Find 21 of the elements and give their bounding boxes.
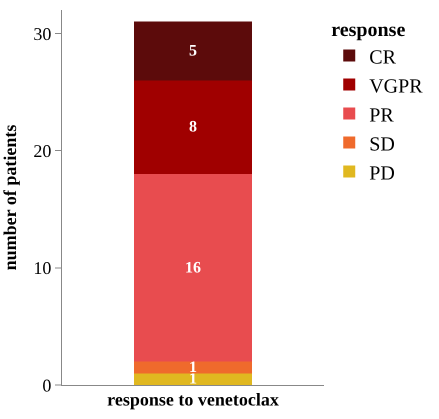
bar xyxy=(134,362,252,374)
data-label: 1 xyxy=(189,370,197,388)
x-axis-title: response to venetoclax xyxy=(107,390,279,410)
data-label: 8 xyxy=(189,118,197,136)
legend-label: SD xyxy=(369,133,395,156)
data-label: 5 xyxy=(189,42,197,60)
legend-label: PR xyxy=(369,104,394,126)
y-tick-label: 10 xyxy=(33,258,52,278)
legend-title: response xyxy=(331,19,406,41)
legend-label: CR xyxy=(369,46,397,68)
y-axis-title: number of patients xyxy=(0,124,20,270)
bar xyxy=(134,80,252,174)
legend-label: PD xyxy=(369,162,395,184)
data-label: 16 xyxy=(185,259,201,276)
bar xyxy=(134,22,252,80)
y-tick-label: 30 xyxy=(33,24,52,44)
bar xyxy=(134,174,252,362)
y-tick-label: 0 xyxy=(42,375,52,396)
bar xyxy=(134,373,252,385)
legend-label: VGPR xyxy=(369,75,424,98)
y-tick-label: 20 xyxy=(33,140,52,161)
